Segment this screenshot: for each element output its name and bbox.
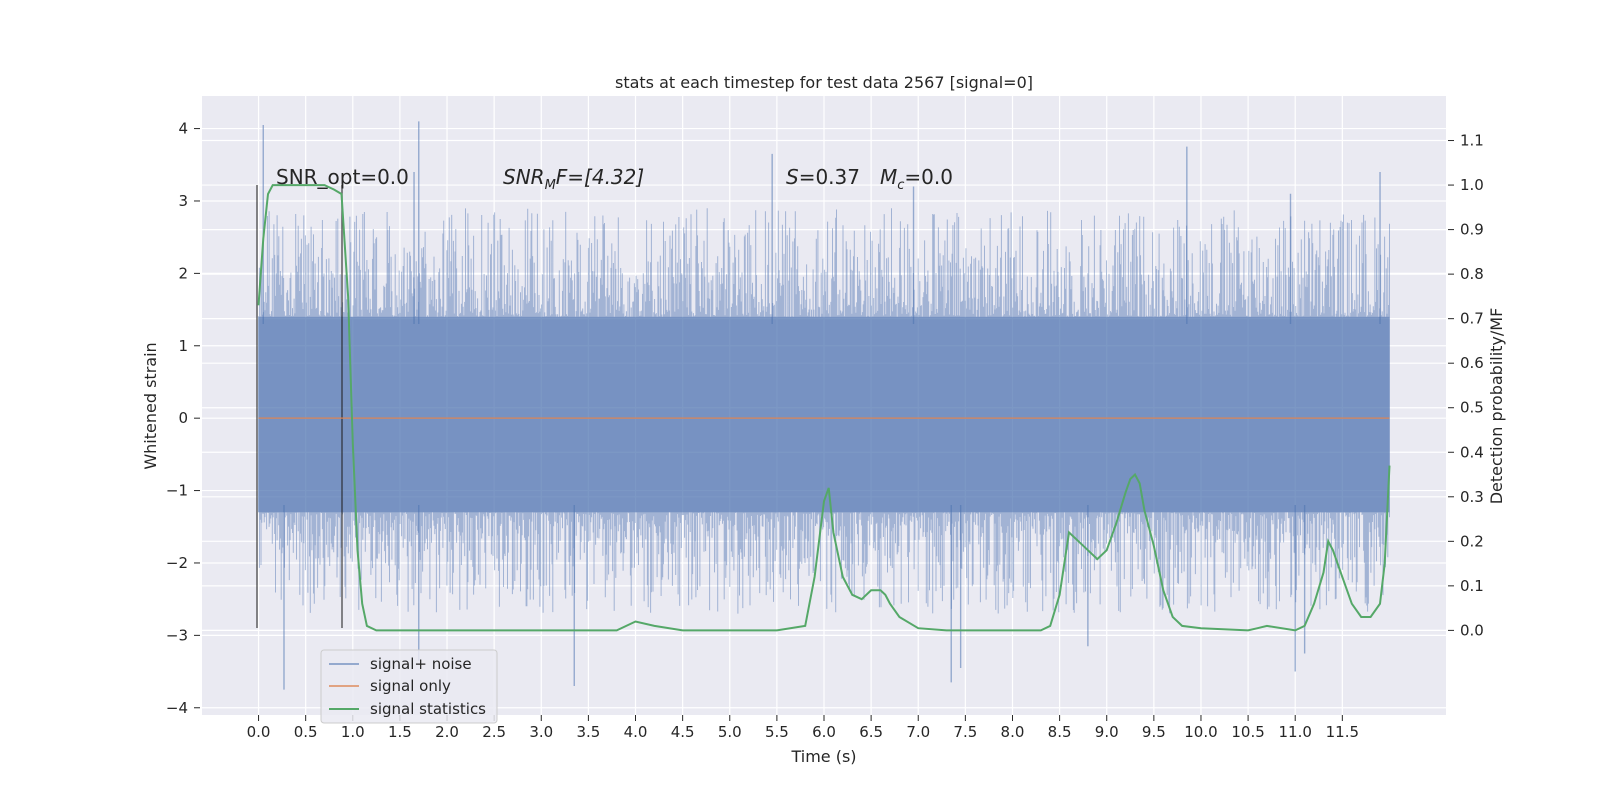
x-tick-label: 2.0 [435,723,459,741]
legend-label-stats: signal statistics [370,700,486,718]
annotation-snr-mf: SNRMF=[4.32] [503,165,644,193]
annotation-s: S=0.37 [786,165,860,189]
y-tick-label: −4 [166,699,188,717]
x-tick-label: 9.0 [1095,723,1119,741]
y-tick-label: 3 [178,192,188,210]
x-tick-label: 10.0 [1184,723,1217,741]
y-right-tick-label: 0.1 [1460,577,1484,595]
x-tick-label: 3.5 [576,723,600,741]
y-right-axis-label: Detection probability/MF [1487,308,1506,505]
x-tick-label: 6.0 [812,723,836,741]
y-tick-label: 0 [178,409,188,427]
x-tick-label: 4.0 [624,723,648,741]
y-tick-label: −2 [166,554,188,572]
x-tick-label: 5.5 [765,723,789,741]
y-tick-label: 2 [178,264,188,282]
x-tick-label: 6.5 [859,723,883,741]
y-right-tick-label: 1.1 [1460,132,1484,150]
x-tick-label: 4.5 [671,723,695,741]
legend-label-signal: signal only [370,677,451,695]
y-tick-label: −3 [166,626,188,644]
annotation-mc: Mc=0.0 [880,165,953,193]
y-right-tick-label: 0.6 [1460,354,1484,372]
x-tick-label: 11.5 [1326,723,1359,741]
y-tick-label: 1 [178,337,188,355]
x-tick-label: 1.5 [388,723,412,741]
legend: signal+ noise signal only signal statist… [321,650,497,723]
y-right-tick-label: 0.0 [1460,621,1484,639]
x-axis-label: Time (s) [790,747,856,766]
x-tick-label: 10.5 [1231,723,1264,741]
y-right-tick-label: 0.9 [1460,221,1484,239]
y-tick-label: 4 [178,120,188,138]
annotation-snr-opt: SNR_opt=0.0 [276,165,409,189]
y-right-tick-label: 0.8 [1460,265,1484,283]
y-tick-label: −1 [166,482,188,500]
y-right-axis-ticks: 1.1 1.0 0.9 0.8 0.7 0.6 0.5 0.4 0.3 0.2 0.1 0.0 [1448,132,1484,640]
y-right-tick-label: 0.3 [1460,488,1484,506]
y-axis-label: Whitened strain [141,342,160,469]
x-tick-label: 11.0 [1279,723,1312,741]
chart-title: stats at each timestep for test data 256… [615,73,1033,92]
x-tick-label: 2.5 [482,723,506,741]
y-axis-ticks: 4 3 2 1 0 −1 −2 −3 −4 [166,120,200,717]
y-right-tick-label: 0.4 [1460,443,1484,461]
y-right-tick-label: 0.5 [1460,399,1484,417]
x-tick-label: 8.0 [1001,723,1025,741]
x-tick-label: 7.0 [906,723,930,741]
x-tick-label: 1.0 [341,723,365,741]
y-right-tick-label: 0.2 [1460,532,1484,550]
x-tick-label: 7.5 [953,723,977,741]
x-tick-label: 5.0 [718,723,742,741]
x-tick-label: 3.0 [529,723,553,741]
y-right-tick-label: 1.0 [1460,176,1484,194]
y-right-tick-label: 0.7 [1460,310,1484,328]
x-tick-label: 9.5 [1142,723,1166,741]
x-tick-label: 0.5 [294,723,318,741]
x-tick-label: 0.0 [247,723,271,741]
x-tick-label: 8.5 [1048,723,1072,741]
legend-label-noise: signal+ noise [370,655,472,673]
